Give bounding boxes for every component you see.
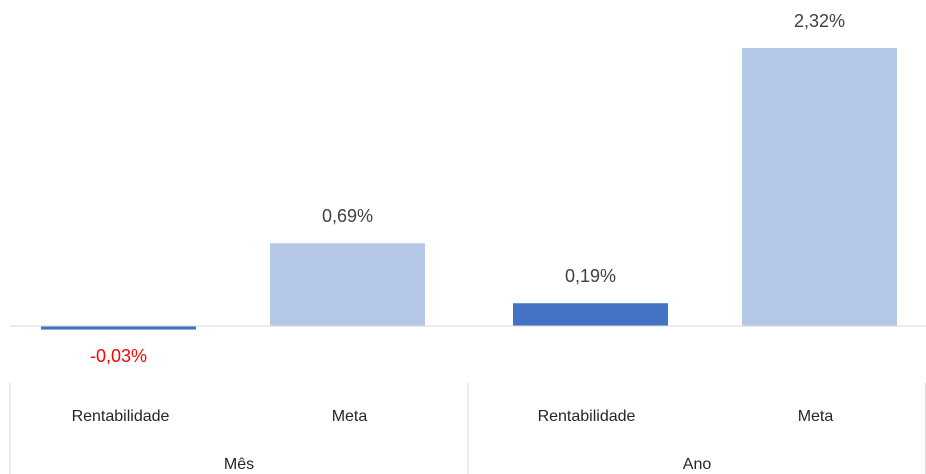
group-label: Ano (683, 456, 712, 473)
bar (513, 303, 668, 326)
data-label: 0,19% (565, 266, 616, 286)
bar (270, 243, 425, 326)
data-label: -0,03% (90, 346, 147, 366)
data-label: 0,69% (322, 206, 373, 226)
bar (742, 48, 897, 326)
x-tick-label: Meta (798, 408, 834, 425)
x-tick-label: Rentabilidade (538, 408, 636, 425)
bar (41, 326, 196, 330)
x-tick-label: Meta (332, 408, 368, 425)
data-label: 2,32% (794, 11, 845, 31)
x-tick-label: Rentabilidade (72, 408, 170, 425)
group-label: Mês (224, 456, 254, 473)
